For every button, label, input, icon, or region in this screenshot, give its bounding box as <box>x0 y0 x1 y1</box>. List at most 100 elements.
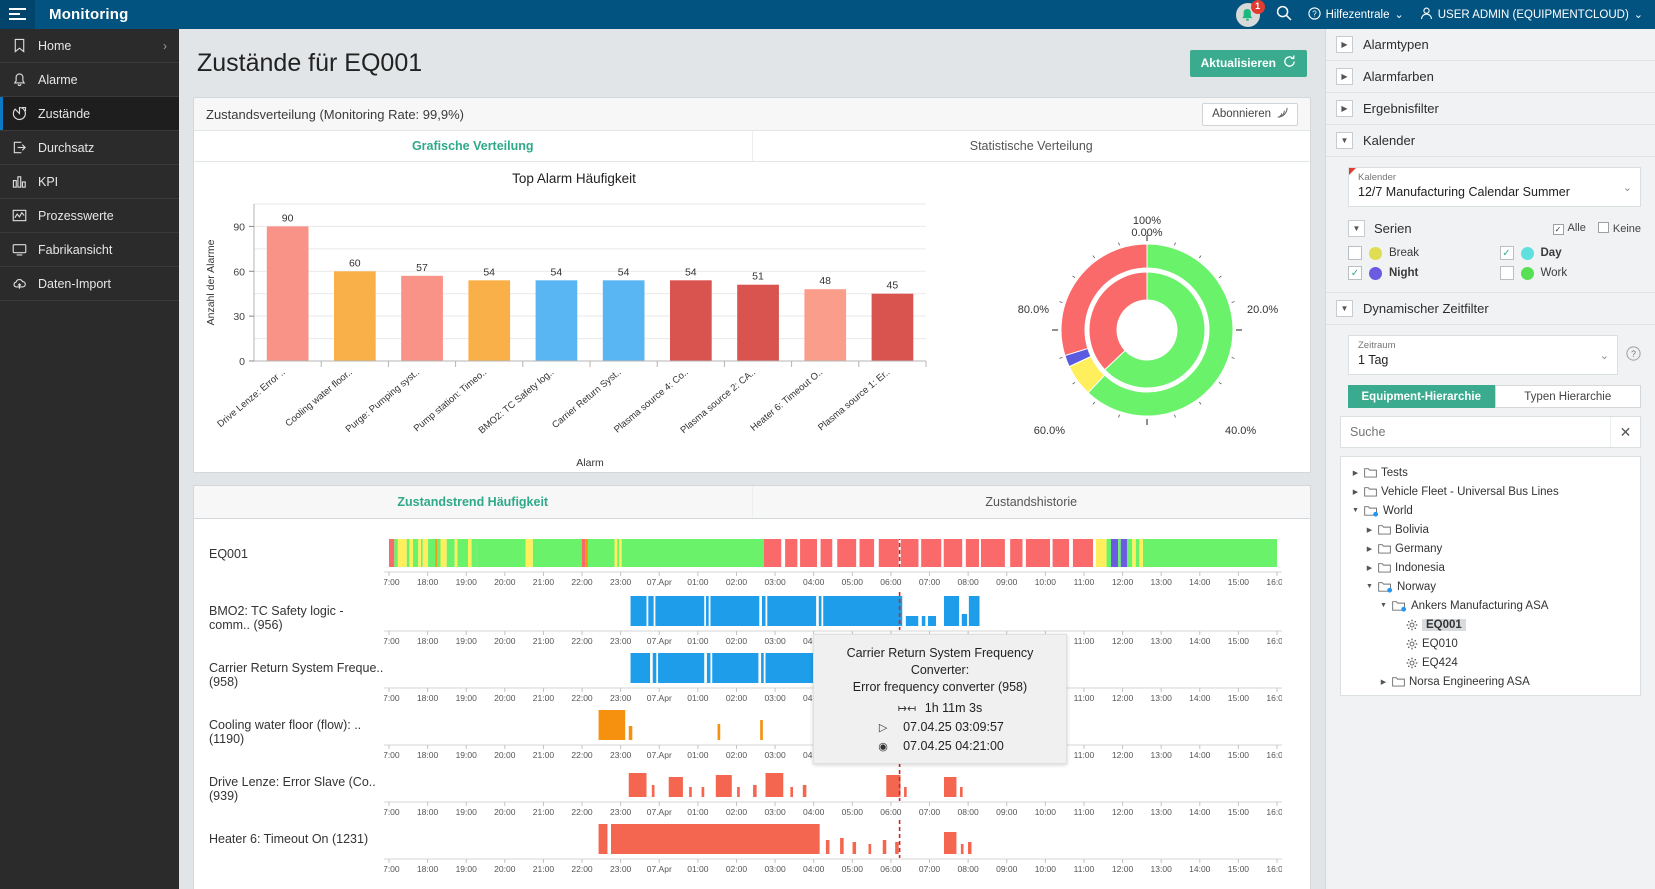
svg-text:23:00: 23:00 <box>610 864 632 874</box>
tree-node-germany[interactable]: ▶ Germany <box>1341 539 1640 558</box>
tree-node-indonesia[interactable]: ▶ Indonesia <box>1341 558 1640 577</box>
hierarchy-tab-types[interactable]: Typen Hierarchie <box>1494 385 1641 408</box>
timerange-select[interactable]: Zeitraum 1 Tag ⌄ <box>1348 335 1618 375</box>
svg-text:Plasma source 1: Er..: Plasma source 1: Er.. <box>816 367 892 433</box>
svg-text:21:00: 21:00 <box>533 693 555 703</box>
triangle-down-icon[interactable]: ▼ <box>1352 507 1359 514</box>
triangle-right-icon[interactable]: ▶ <box>1366 526 1373 534</box>
sidebar-item-label: Zustände <box>38 106 91 121</box>
series-label: Day <box>1540 247 1562 259</box>
sidebar-item-daten-import[interactable]: Daten-Import <box>0 267 179 301</box>
svg-text:54: 54 <box>685 266 697 278</box>
series-toggle-break[interactable]: Break <box>1348 246 1490 260</box>
triangle-down-icon[interactable]: ▼ <box>1366 583 1373 590</box>
series-color-dot <box>1369 246 1382 260</box>
series-color-dot <box>1369 266 1382 280</box>
series-color-dot <box>1520 266 1534 280</box>
gantt-row-track[interactable]: 17:00 18:00 19:00 20:00 21:00 22:00 23:00 07.Ap… <box>378 814 1310 878</box>
tab-zustandshistorie[interactable]: Zustandshistorie <box>751 486 1310 518</box>
triangle-down-icon[interactable]: ▼ <box>1348 220 1365 237</box>
gantt-row[interactable]: Cooling water floor (flow): .. (1190) 17:… <box>194 700 1310 760</box>
svg-text:02:00: 02:00 <box>726 693 748 703</box>
svg-text:17:00: 17:00 <box>384 636 400 646</box>
refresh-button[interactable]: Aktualisieren <box>1189 49 1307 77</box>
gantt-row-track[interactable]: 17:00 18:00 19:00 20:00 21:00 22:00 23:00 07.Ap… <box>378 757 1310 821</box>
svg-text:BMO2: TC Safety log..: BMO2: TC Safety log.. <box>477 367 557 436</box>
user-menu[interactable]: USER ADMIN (EQUIPMENTCLOUD) ⌄ <box>1420 7 1643 23</box>
tree-node-bolivia[interactable]: ▶ Bolivia <box>1341 520 1640 539</box>
gantt-row[interactable]: Drive Lenze: Error Slave (Co.. (939) 17:0… <box>194 757 1310 817</box>
tree-node-tests[interactable]: ▶ Tests <box>1341 463 1640 482</box>
triangle-right-icon[interactable]: ▶ <box>1366 564 1373 572</box>
tree-node-norway[interactable]: ▼ Norway <box>1341 577 1640 596</box>
svg-text:12:00: 12:00 <box>1112 864 1134 874</box>
triangle-right-icon[interactable]: ▶ <box>1352 488 1359 496</box>
tree-node-eq001[interactable]: EQ001 <box>1341 615 1640 634</box>
hierarchy-tab-label: Equipment-Hierarchie <box>1361 390 1482 403</box>
close-icon[interactable]: ✕ <box>1610 417 1640 447</box>
hierarchy-search[interactable]: ✕ <box>1340 416 1641 448</box>
tree-node-norsa-engineering-asa[interactable]: ▶ Norsa Engineering ASA <box>1341 672 1640 691</box>
accordion-ergebnisfilter[interactable]: ▶ Ergebnisfilter <box>1326 93 1655 125</box>
sidebar-item-alarme[interactable]: Alarme <box>0 63 179 97</box>
page-header: Zustände für EQ001 Aktualisieren <box>179 29 1325 97</box>
hierarchy-tab-equipment[interactable]: Equipment-Hierarchie <box>1348 385 1495 408</box>
tree-node-eq424[interactable]: EQ424 <box>1341 653 1640 672</box>
triangle-down-icon[interactable]: ▼ <box>1380 602 1387 609</box>
series-toggle-work[interactable]: Work <box>1499 266 1642 280</box>
svg-text:21:00: 21:00 <box>533 807 555 817</box>
sidebar-item-zust-nde[interactable]: Zustände <box>0 97 179 131</box>
tree-node-world[interactable]: ▼ World <box>1341 501 1640 520</box>
subscribe-button[interactable]: Abonnieren <box>1202 102 1298 126</box>
series-toggle-day[interactable]: ✓ Day <box>1499 246 1642 260</box>
sidebar-item-fabrikansicht[interactable]: Fabrikansicht <box>0 233 179 267</box>
tree-node-ankers-manufacturing-asa[interactable]: ▼ Ankers Manufacturing ASA <box>1341 596 1640 615</box>
accordion-alarmtypen[interactable]: ▶ Alarmtypen <box>1326 29 1655 61</box>
equipment-tree[interactable]: ▶ Tests ▶ Vehicle Fleet - Universal Bus Lin… <box>1340 456 1641 696</box>
help-center-menu[interactable]: ? Hilfezentrale ⌄ <box>1307 6 1404 23</box>
series-label: Work <box>1540 267 1568 279</box>
sidebar-item-kpi[interactable]: KPI <box>0 165 179 199</box>
notifications-button[interactable]: 1 <box>1235 0 1265 27</box>
gantt-row-track[interactable]: 17:00 18:00 19:00 20:00 21:00 22:00 23:00 07.Ap… <box>378 529 1310 591</box>
svg-text:21:00: 21:00 <box>533 750 555 760</box>
help-icon[interactable]: ? <box>1626 346 1641 364</box>
svg-text:15:00: 15:00 <box>1228 807 1250 817</box>
tree-node-label: Bolivia <box>1395 523 1429 536</box>
sidebar-item-durchsatz[interactable]: Durchsatz <box>0 131 179 165</box>
svg-text:02:00: 02:00 <box>726 577 748 587</box>
triangle-right-icon[interactable]: ▶ <box>1352 469 1359 477</box>
triangle-right-icon[interactable]: ▶ <box>1366 545 1373 553</box>
tooltip-duration: 1h 11m 3s <box>924 701 983 715</box>
bar-chart[interactable]: 0 30 60 90 Anzahl der Alarme 90 Drive Lenze: E… <box>194 186 954 471</box>
gantt-row[interactable]: Heater 6: Timeout On (1231) 17:00 18:00 19:… <box>194 814 1310 874</box>
svg-text:40.0%: 40.0% <box>1225 425 1256 437</box>
donut-chart[interactable]: 100%0.00% 20.0% 40.0% 60.0% 80.0% <box>954 162 1325 472</box>
tab-zustandstrend-h-ufigkeit[interactable]: Zustandstrend Häufigkeit <box>194 486 752 518</box>
gantt-row[interactable]: EQ001 17:00 18:00 19:00 20:00 21:00 22:00 23:00… <box>194 529 1310 587</box>
tree-node-vehicle-fleet-universal-bus-lines[interactable]: ▶ Vehicle Fleet - Universal Bus Lines <box>1341 482 1640 501</box>
panel-collapse-button[interactable]: › <box>1325 29 1326 62</box>
search-input[interactable] <box>1341 417 1610 447</box>
triangle-right-icon[interactable]: ▶ <box>1380 678 1387 686</box>
svg-text:60: 60 <box>349 257 361 269</box>
gantt-row[interactable]: BMO2: TC Safety logic - comm.. (956) 17:0… <box>194 586 1310 646</box>
hamburger-icon[interactable] <box>0 0 35 29</box>
calendar-select[interactable]: Kalender 12/7 Manufacturing Calendar Summ… <box>1348 167 1641 207</box>
select-none-checkbox[interactable]: Keine <box>1597 222 1641 235</box>
sidebar-item-home[interactable]: Home › <box>0 29 179 63</box>
sidebar-item-label: Alarme <box>38 72 78 87</box>
svg-text:12:00: 12:00 <box>1112 750 1134 760</box>
accordion-dynamischer-zeitfilter[interactable]: ▼ Dynamischer Zeitfilter <box>1326 293 1655 325</box>
tree-node-eq010[interactable]: EQ010 <box>1341 634 1640 653</box>
tree-node-south-africa[interactable]: ▶South Africa <box>1341 691 1640 696</box>
accordion-alarmfarben[interactable]: ▶ Alarmfarben <box>1326 61 1655 93</box>
gantt-row[interactable]: Carrier Return System Freque.. (958)17:0… <box>194 643 1310 703</box>
select-all-checkbox[interactable]: ✓ Alle <box>1552 222 1586 235</box>
accordion-kalender[interactable]: ▼ Kalender <box>1326 125 1655 157</box>
search-icon[interactable] <box>1276 5 1292 24</box>
tab-grafische-verteilung[interactable]: Grafische Verteilung <box>194 131 752 161</box>
sidebar-item-prozesswerte[interactable]: Prozesswerte <box>0 199 179 233</box>
series-toggle-night[interactable]: ✓ Night <box>1348 266 1490 280</box>
tab-statistische-verteilung[interactable]: Statistische Verteilung <box>751 131 1311 161</box>
